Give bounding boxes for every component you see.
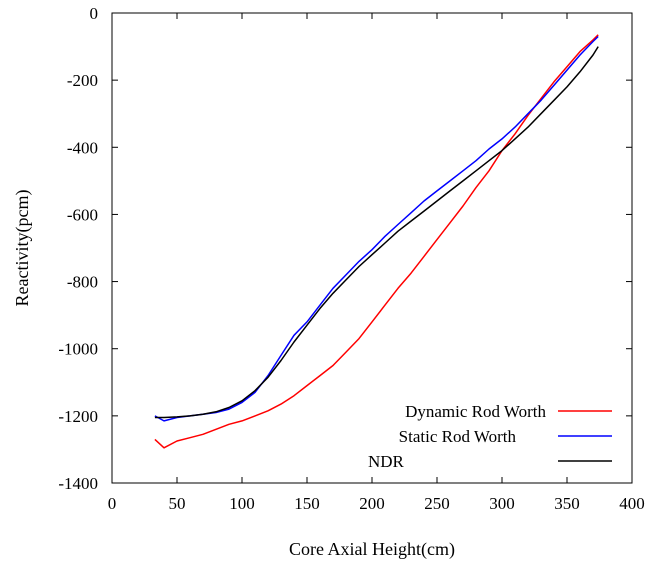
x-tick-label: 0	[108, 494, 117, 513]
y-tick-label: -800	[67, 273, 98, 292]
y-tick-label: -1200	[58, 407, 98, 426]
x-tick-label: 50	[169, 494, 186, 513]
y-tick-label: -600	[67, 205, 98, 224]
y-tick-label: 0	[90, 4, 99, 23]
y-tick-label: -1000	[58, 340, 98, 359]
x-tick-label: 350	[554, 494, 580, 513]
x-axis-ticks: 0 50 100 150 200 250 300 350 400	[108, 13, 645, 513]
x-tick-label: 400	[619, 494, 645, 513]
y-tick-label: -1400	[58, 474, 98, 493]
y-tick-label: -400	[67, 138, 98, 157]
x-tick-label: 300	[489, 494, 515, 513]
series-line-dynamic-rod-worth	[154, 34, 599, 449]
x-tick-label: 250	[424, 494, 450, 513]
legend-label-ndr: NDR	[368, 452, 405, 471]
x-tick-label: 150	[294, 494, 320, 513]
legend-label-dynamic: Dynamic Rod Worth	[405, 402, 546, 421]
plot-frame	[111, 12, 633, 484]
y-axis-label: Reactivity(pcm)	[12, 190, 33, 307]
x-tick-label: 200	[359, 494, 385, 513]
legend: Dynamic Rod Worth Static Rod Worth NDR	[368, 402, 612, 471]
y-axis-ticks: 0 -200 -400 -600 -800 -1000 -1200 -1400	[58, 4, 632, 493]
series-line-static-rod-worth	[154, 35, 599, 422]
legend-label-static: Static Rod Worth	[399, 427, 517, 446]
series-lines	[154, 34, 599, 449]
y-tick-label: -200	[67, 71, 98, 90]
series-line-ndr	[154, 46, 599, 419]
x-tick-label: 100	[229, 494, 255, 513]
x-axis-label: Core Axial Height(cm)	[289, 539, 455, 560]
